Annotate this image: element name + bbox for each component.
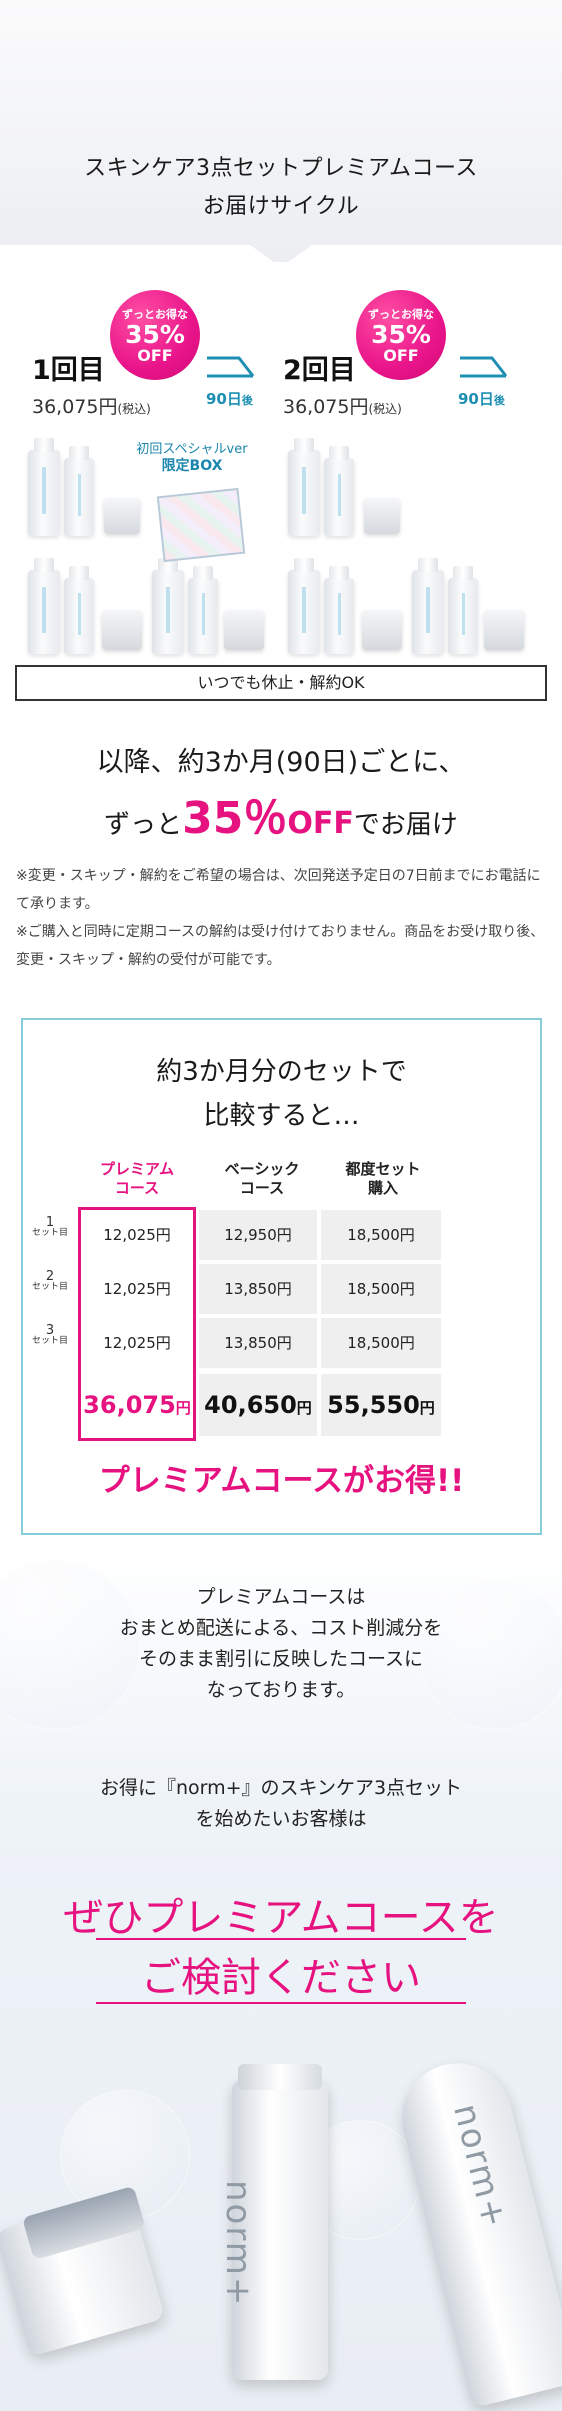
cycle-description-line-1: 以降、約3か月(90日)ごとに、 (96, 747, 466, 778)
table-cell: 18,500円 (321, 1264, 441, 1314)
row-label: 2 セット目 (31, 1269, 68, 1292)
table-cell: 12,025円 (81, 1210, 193, 1260)
limited-gift-box (156, 487, 246, 563)
product-bottle (28, 558, 60, 654)
interval-label: 90日後 (206, 390, 253, 408)
table-cell: 12,950円 (199, 1210, 317, 1260)
header-notch (0, 245, 562, 275)
cycle-price: 36,075円(税込) (283, 396, 402, 418)
arrow-right-icon (460, 356, 508, 378)
table-cell: 12,025円 (81, 1318, 193, 1368)
cancel-anytime-banner: いつでも休止・解約OK (15, 665, 547, 701)
product-set-1 (22, 438, 272, 660)
product-bottle (152, 558, 184, 654)
closing-paragraph-1: プレミアムコースは おまとめ配送による、コスト削減分を そのまま割引に反映したコ… (119, 1586, 443, 1701)
cta-underline (96, 2002, 466, 2004)
cta-underline (96, 1938, 466, 1940)
column-header-premium: プレミアム コース (100, 1160, 174, 1197)
table-cell: 13,850円 (199, 1264, 317, 1314)
cycle-description-line-2: ずっと35％OFFでお届け (104, 793, 458, 844)
table-cell: 13,850円 (199, 1318, 317, 1368)
product-jar (364, 498, 400, 534)
note-change: ※変更・スキップ・解約をご希望の場合は、次回発送予定日の7日前までにお電話にて承… (16, 868, 541, 912)
closing-cta-line-1: ぜひプレミアムコースを (63, 1895, 499, 1941)
interval-label: 90日後 (458, 390, 505, 408)
closing-cta-line-2: ご検討ください (141, 1955, 421, 2001)
discount-badge: ずっとお得な 35% OFF (356, 290, 446, 380)
column-header-each: 都度セット 購入 (345, 1160, 421, 1197)
arrow-right-icon (207, 356, 255, 378)
total-premium: 36,075円 (81, 1374, 193, 1436)
discount-badge: ずっとお得な 35% OFF (110, 290, 200, 380)
product-jar (362, 610, 402, 650)
product-bottle (188, 566, 218, 654)
table-cell: 18,500円 (321, 1318, 441, 1368)
product-bottle (412, 558, 444, 654)
title-line-1: スキンケア3点セットプレミアムコース (84, 156, 478, 181)
product-jar (102, 610, 142, 650)
product-set-2 (282, 438, 532, 660)
comparison-panel: 約3か月分のセットで 比較すると… プレミアム コース ベーシック コース 都度… (21, 1018, 542, 1535)
table-cell: 18,500円 (321, 1210, 441, 1260)
product-bottle (288, 438, 320, 536)
product-jar (484, 610, 524, 650)
cycle-label: 1回目 (32, 355, 105, 386)
cycle-price: 36,075円(税込) (32, 396, 151, 418)
logo-mark: norm+ (218, 2180, 258, 2308)
product-bottle (64, 446, 94, 536)
decorative-bubble (0, 1560, 140, 1730)
table-cell: 12,025円 (81, 1264, 193, 1314)
product-bottle (28, 438, 60, 536)
product-bottle (64, 566, 94, 654)
cycle-label: 2回目 (283, 355, 356, 386)
header-banner (0, 0, 562, 262)
decorative-bubble (420, 1580, 562, 1730)
closing-paragraph-2: お得に『norm+』のスキンケア3点セット を始めたいお客様は (99, 1777, 463, 1830)
product-bottle (324, 446, 354, 536)
row-label: 1 セット目 (31, 1215, 68, 1238)
note-cancel: ※ご購入と同時に定期コースの解約は受け付けておりません。商品をお受け取り後、変更… (16, 924, 545, 968)
product-jar (224, 610, 264, 650)
product-bottle (448, 566, 478, 654)
product-bottle (324, 566, 354, 654)
comparison-cta: プレミアムコースがお得!! (98, 1463, 465, 1499)
product-jar (104, 498, 140, 534)
title-line-2: お届けサイクル (202, 194, 360, 219)
product-bottle (288, 558, 320, 654)
comparison-title: 約3か月分のセットで 比較すると… (156, 1057, 407, 1131)
lotion-bottle-image (232, 2064, 328, 2380)
page-title: スキンケア3点セットプレミアムコース お届けサイクル (0, 150, 562, 226)
row-label: 3 セット目 (31, 1323, 68, 1346)
limited-box-label: 初回スペシャルver 限定BOX (136, 442, 248, 474)
premium-highlight-frame (78, 1207, 196, 1441)
total-basic: 40,650円 (199, 1374, 317, 1436)
column-header-basic: ベーシック コース (224, 1160, 300, 1197)
total-each: 55,550円 (321, 1374, 441, 1436)
